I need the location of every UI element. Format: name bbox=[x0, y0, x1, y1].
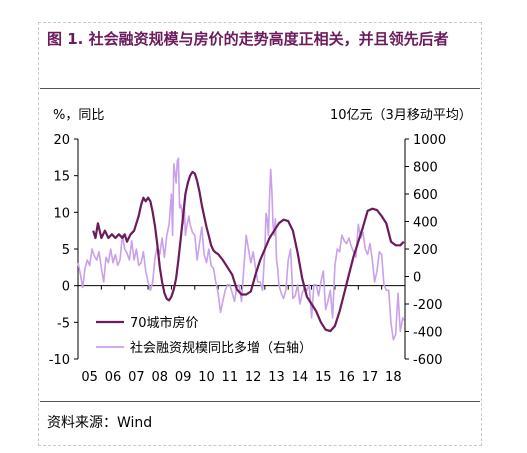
legend-label-house-price: 70城市房价 bbox=[130, 315, 199, 331]
source-divider bbox=[40, 401, 480, 402]
series-line-house-price bbox=[92, 170, 405, 333]
x-tick-label: 16 bbox=[338, 370, 355, 385]
right-tick-label: 200 bbox=[413, 243, 438, 258]
x-tick-label: 12 bbox=[245, 370, 262, 385]
left-tick-label: 5 bbox=[62, 243, 70, 258]
right-tick-label: 600 bbox=[413, 188, 438, 203]
right-tick-label: 400 bbox=[413, 216, 438, 231]
x-tick-label: 09 bbox=[175, 370, 192, 385]
left-axis-unit: %，同比 bbox=[53, 108, 105, 123]
right-tick-label: 1000 bbox=[413, 133, 446, 148]
legend-label-tsf: 社会融资规模同比多增（右轴） bbox=[130, 340, 312, 356]
left-tick-label: 0 bbox=[62, 280, 70, 295]
right-tick-label: -600 bbox=[413, 353, 443, 368]
title-divider bbox=[40, 88, 480, 89]
chart-title: 图 1. 社会融资规模与房价的走势高度正相关，并且领先后者 bbox=[47, 30, 449, 48]
right-tick-label: -400 bbox=[413, 326, 443, 341]
left-tick-label: 20 bbox=[53, 133, 70, 148]
series-line-tsf bbox=[77, 157, 405, 341]
x-tick-label: 10 bbox=[198, 370, 215, 385]
x-tick-label: 15 bbox=[315, 370, 332, 385]
right-tick-label: 0 bbox=[413, 271, 421, 286]
x-tick-label: 13 bbox=[268, 370, 285, 385]
left-tick-label: 10 bbox=[53, 206, 70, 221]
x-tick-label: 11 bbox=[222, 370, 239, 385]
x-tick-label: 07 bbox=[128, 370, 145, 385]
left-tick-label: 15 bbox=[53, 170, 70, 185]
figure-frame bbox=[38, 22, 482, 446]
source-note: 资料来源：Wind bbox=[47, 415, 153, 431]
x-tick-label: 05 bbox=[81, 370, 98, 385]
left-tick-label: -5 bbox=[57, 316, 70, 331]
x-tick-label: 18 bbox=[385, 370, 402, 385]
left-tick-label: -10 bbox=[49, 353, 70, 368]
right-tick-label: 800 bbox=[413, 161, 438, 176]
x-tick-label: 08 bbox=[151, 370, 168, 385]
x-tick-label: 06 bbox=[105, 370, 122, 385]
right-axis-unit: 10亿元（3月移动平均） bbox=[330, 108, 472, 123]
x-tick-label: 14 bbox=[292, 370, 309, 385]
x-tick-label: 17 bbox=[362, 370, 379, 385]
right-tick-label: -200 bbox=[413, 298, 443, 313]
